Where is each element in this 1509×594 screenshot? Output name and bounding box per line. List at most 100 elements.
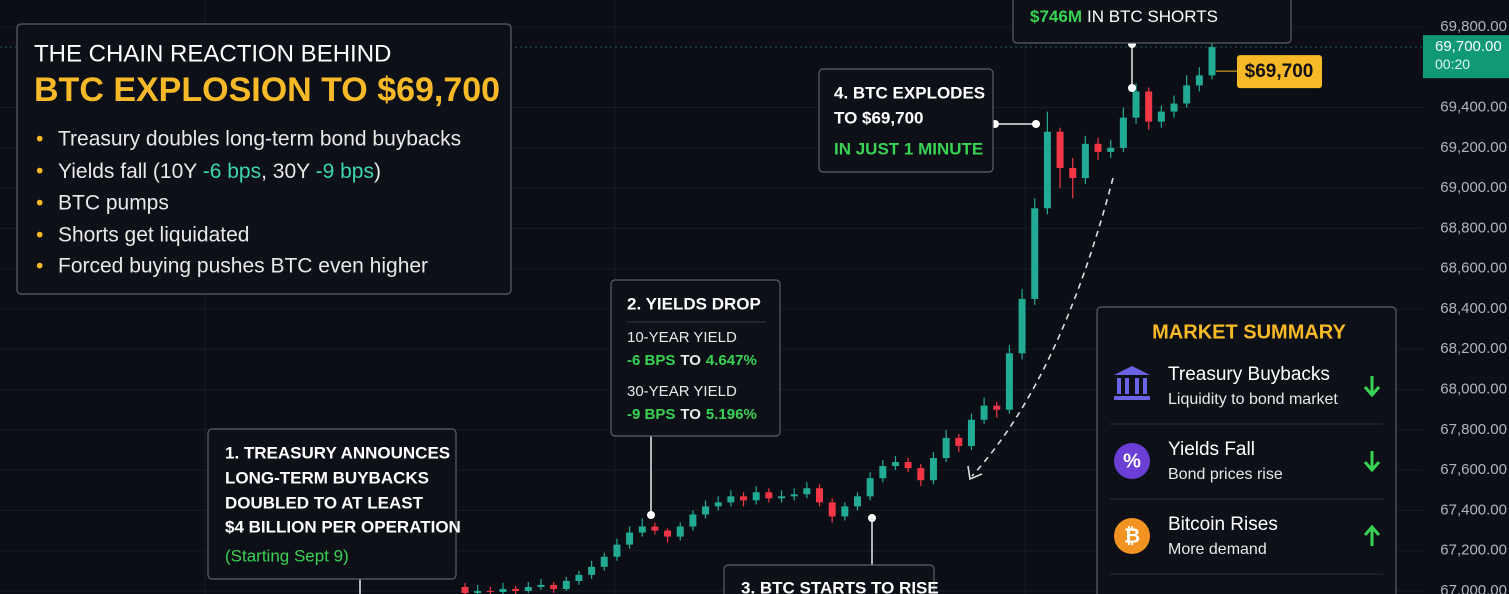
candle-body xyxy=(461,586,469,593)
y-tick-label: 68,400.00 xyxy=(1440,300,1507,317)
callout-line: DOUBLED TO AT LEAST xyxy=(225,493,424,512)
candle-body xyxy=(1043,131,1051,209)
candle-body xyxy=(1005,353,1013,410)
candle-body xyxy=(588,566,596,575)
callout-title: 3. BTC STARTS TO RISE xyxy=(741,578,939,594)
candle-body xyxy=(778,496,786,499)
y-tick-label: 67,000.00 xyxy=(1440,582,1507,594)
icon: % xyxy=(1123,450,1141,472)
yield-label: 10-YEAR YIELD xyxy=(627,329,737,346)
bullet: Forced buying pushes BTC even higher xyxy=(58,255,428,278)
candle-body xyxy=(752,492,760,501)
box xyxy=(610,279,781,437)
y-tick-label: 68,200.00 xyxy=(1440,340,1507,357)
callout-line: 4. BTC EXPLODES xyxy=(834,83,985,102)
candle-body xyxy=(727,496,735,503)
callout-5: $746M IN BTC SHORTS xyxy=(1012,0,1292,92)
candle-body xyxy=(702,506,710,515)
candle-body xyxy=(980,405,988,420)
plot xyxy=(461,39,1237,594)
box xyxy=(1012,0,1292,44)
headline-title: BTC EXPLOSION TO $69,700 xyxy=(34,71,500,109)
callout-note: IN JUST 1 MINUTE xyxy=(834,139,983,158)
candle-body xyxy=(853,496,861,507)
y-tick-label: 69,200.00 xyxy=(1440,139,1507,156)
y-tick-label: 69,400.00 xyxy=(1440,99,1507,116)
connector-dot xyxy=(1032,120,1040,128)
candle-body xyxy=(537,584,545,587)
candle-body xyxy=(474,590,482,593)
candle-body xyxy=(600,556,608,567)
box xyxy=(723,564,935,594)
y-tick-label: 67,600.00 xyxy=(1440,461,1507,478)
row-subtitle: Bond prices rise xyxy=(1168,466,1283,483)
candle-body xyxy=(879,466,887,479)
candle-body xyxy=(828,502,836,517)
candle-body xyxy=(1145,91,1153,122)
text: IN BTC SHORTS xyxy=(1087,7,1218,26)
value: 4.647% xyxy=(706,352,757,369)
candle-body xyxy=(714,502,722,507)
bullet-dot: • xyxy=(36,224,43,247)
candle-body xyxy=(929,458,937,481)
icon-col xyxy=(1143,378,1147,394)
candle-body xyxy=(816,488,824,503)
candle-body xyxy=(676,526,684,537)
icon-col xyxy=(1117,378,1121,394)
icon-circle xyxy=(1114,518,1150,554)
candle-body xyxy=(917,468,925,481)
candle-body xyxy=(790,494,798,497)
last-price-bg xyxy=(1423,35,1509,79)
bullet-part: Yields fall (10Y xyxy=(58,160,203,183)
candle-body xyxy=(841,506,849,517)
to: TO xyxy=(680,352,701,369)
y-tick-label: 68,000.00 xyxy=(1440,381,1507,398)
candle-body xyxy=(575,574,583,581)
candle-body xyxy=(626,532,634,545)
candle-body xyxy=(524,586,532,591)
candle-body xyxy=(486,590,494,592)
box xyxy=(16,23,512,295)
yield-label: 30-YEAR YIELD xyxy=(627,383,737,400)
callout-title: 2. YIELDS DROP xyxy=(627,294,761,313)
icon-col xyxy=(1125,378,1129,394)
candle-body xyxy=(1132,91,1140,118)
callout-line: TO $69,700 xyxy=(834,108,923,127)
candle-body xyxy=(651,526,659,531)
candle-body xyxy=(1119,117,1127,148)
icon-circle xyxy=(1114,443,1150,479)
countdown: 00:20 xyxy=(1435,56,1470,72)
candle-body xyxy=(1056,131,1064,168)
bank-icon xyxy=(1114,366,1150,400)
candle-body xyxy=(740,496,748,501)
last-price-label: 69,700.00 xyxy=(1435,38,1502,55)
candle-body xyxy=(1208,47,1216,76)
bullet: BTC pumps xyxy=(58,192,169,215)
candle-body xyxy=(512,588,520,591)
bullet-part: ) xyxy=(374,160,381,183)
row-title: Treasury Buybacks xyxy=(1168,364,1330,385)
callout-2: 2. YIELDS DROP 10-YEAR YIELD -6 BPS TO 4.6… xyxy=(610,279,781,519)
candle-body xyxy=(1183,85,1191,104)
bullet-dot: • xyxy=(36,128,43,151)
candle-body xyxy=(1107,147,1115,152)
candle-body xyxy=(664,530,672,537)
value: 5.196% xyxy=(706,406,757,423)
kicker: THE CHAIN REACTION BEHIND xyxy=(34,40,391,67)
candle-body xyxy=(499,588,507,592)
callout-note: (Starting Sept 9) xyxy=(225,546,349,565)
y-tick-label: 68,600.00 xyxy=(1440,260,1507,277)
candle-body xyxy=(689,514,697,527)
callout-line: $746M IN BTC SHORTS xyxy=(1030,7,1218,26)
candle-body xyxy=(866,478,874,497)
candle-body xyxy=(1069,167,1077,179)
row-title: Yields Fall xyxy=(1168,439,1255,460)
callout-line: $4 BILLION PER OPERATION xyxy=(225,517,461,536)
y-tick-label: 67,800.00 xyxy=(1440,421,1507,438)
connector-dot xyxy=(647,511,655,519)
candle-body xyxy=(1081,143,1089,179)
box xyxy=(1096,306,1397,594)
icon: ₿ xyxy=(1124,525,1140,547)
